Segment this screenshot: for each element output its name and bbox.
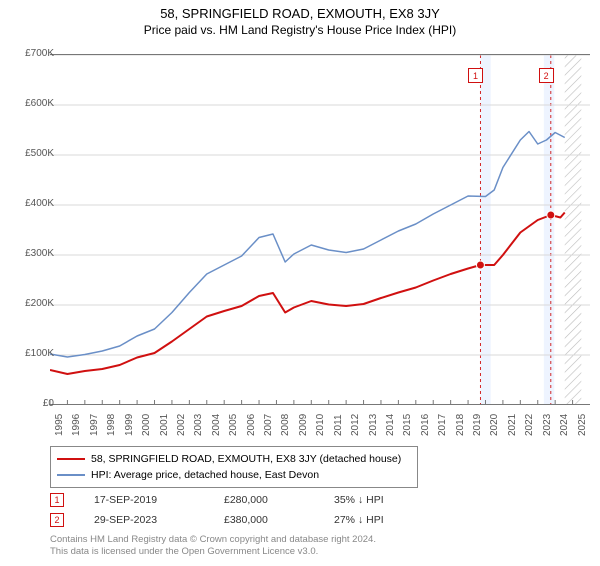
transaction-marker-icon: 2 — [50, 513, 64, 527]
y-tick-label: £200K — [8, 298, 54, 309]
footer-line: This data is licensed under the Open Gov… — [50, 546, 376, 558]
x-tick-label: 2004 — [211, 414, 222, 436]
chart-transaction-marker: 2 — [539, 68, 554, 83]
legend-label: 58, SPRINGFIELD ROAD, EXMOUTH, EX8 3JY (… — [91, 453, 401, 465]
x-tick-label: 2022 — [524, 414, 535, 436]
x-tick-label: 2017 — [437, 414, 448, 436]
y-tick-label: £700K — [8, 48, 54, 59]
legend-swatch — [57, 474, 85, 477]
y-tick-label: £400K — [8, 198, 54, 209]
x-tick-label: 2010 — [315, 414, 326, 436]
x-tick-label: 2020 — [489, 414, 500, 436]
transactions-table: 1 17-SEP-2019 £280,000 35% ↓ HPI 2 29-SE… — [50, 490, 414, 530]
x-tick-label: 2018 — [455, 414, 466, 436]
x-tick-label: 1995 — [54, 414, 65, 436]
x-tick-label: 2009 — [298, 414, 309, 436]
transaction-pct: 27% ↓ HPI — [334, 514, 414, 526]
x-tick-label: 2025 — [577, 414, 588, 436]
transaction-pct: 35% ↓ HPI — [334, 494, 414, 506]
x-tick-label: 1996 — [71, 414, 82, 436]
transaction-price: £280,000 — [224, 494, 334, 506]
legend-label: HPI: Average price, detached house, East… — [91, 469, 319, 481]
x-tick-label: 2023 — [542, 414, 553, 436]
x-tick-label: 2001 — [159, 414, 170, 436]
down-arrow-icon: ↓ — [358, 514, 363, 526]
legend-row: HPI: Average price, detached house, East… — [57, 467, 411, 483]
down-arrow-icon: ↓ — [358, 494, 363, 506]
x-tick-label: 2002 — [176, 414, 187, 436]
y-tick-label: £100K — [8, 348, 54, 359]
plot-svg — [50, 54, 590, 405]
table-row: 1 17-SEP-2019 £280,000 35% ↓ HPI — [50, 490, 414, 510]
table-row: 2 29-SEP-2023 £380,000 27% ↓ HPI — [50, 510, 414, 530]
footer-line: Contains HM Land Registry data © Crown c… — [50, 534, 376, 546]
x-tick-label: 2003 — [193, 414, 204, 436]
transaction-price: £380,000 — [224, 514, 334, 526]
legend-swatch — [57, 458, 85, 461]
x-tick-label: 2013 — [368, 414, 379, 436]
x-tick-label: 2007 — [263, 414, 274, 436]
x-tick-label: 2015 — [402, 414, 413, 436]
y-tick-label: £500K — [8, 148, 54, 159]
legend-box: 58, SPRINGFIELD ROAD, EXMOUTH, EX8 3JY (… — [50, 446, 418, 488]
chart-title: 58, SPRINGFIELD ROAD, EXMOUTH, EX8 3JY — [0, 6, 600, 21]
x-tick-label: 2008 — [280, 414, 291, 436]
x-tick-label: 2014 — [385, 414, 396, 436]
footer-attribution: Contains HM Land Registry data © Crown c… — [50, 534, 376, 558]
x-tick-label: 1999 — [124, 414, 135, 436]
x-tick-label: 2006 — [246, 414, 257, 436]
x-tick-label: 2011 — [333, 414, 344, 436]
x-tick-label: 2012 — [350, 414, 361, 436]
transaction-date: 29-SEP-2023 — [94, 514, 224, 526]
x-tick-label: 2019 — [472, 414, 483, 436]
chart-subtitle: Price paid vs. HM Land Registry's House … — [0, 23, 600, 37]
x-tick-label: 1998 — [106, 414, 117, 436]
chart-container: 58, SPRINGFIELD ROAD, EXMOUTH, EX8 3JY P… — [0, 6, 600, 566]
legend-row: 58, SPRINGFIELD ROAD, EXMOUTH, EX8 3JY (… — [57, 451, 411, 467]
y-tick-label: £0 — [8, 398, 54, 409]
x-tick-label: 2005 — [228, 414, 239, 436]
x-tick-label: 2000 — [141, 414, 152, 436]
x-tick-label: 2016 — [420, 414, 431, 436]
x-tick-label: 1997 — [89, 414, 100, 436]
transaction-marker-icon: 1 — [50, 493, 64, 507]
chart-transaction-marker: 1 — [468, 68, 483, 83]
y-tick-label: £600K — [8, 98, 54, 109]
x-tick-label: 2021 — [507, 414, 518, 436]
transaction-date: 17-SEP-2019 — [94, 494, 224, 506]
chart-area: 12 — [50, 54, 590, 404]
x-tick-label: 2024 — [559, 414, 570, 436]
y-tick-label: £300K — [8, 248, 54, 259]
